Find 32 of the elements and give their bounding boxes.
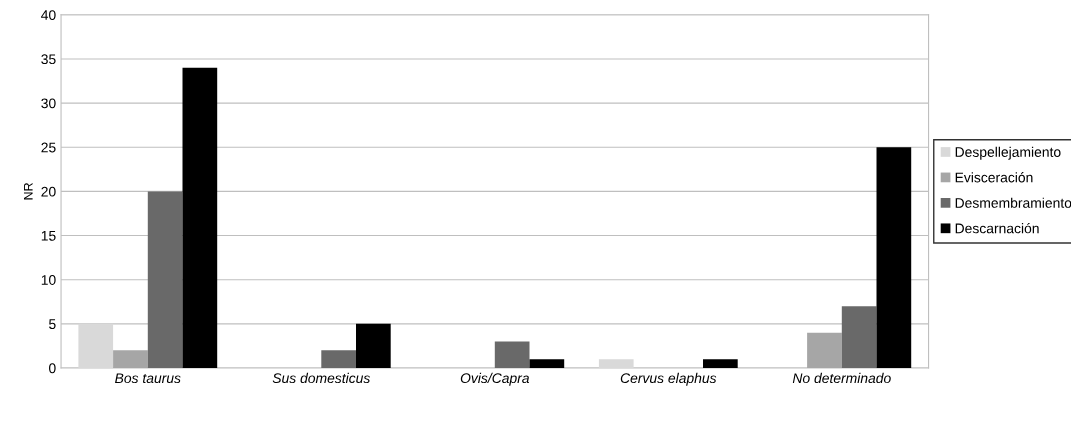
bar [703, 359, 738, 369]
bar [113, 350, 148, 369]
y-tick-label: 20 [41, 186, 56, 197]
bar [356, 323, 391, 369]
x-tick-label: Cervus elaphus [620, 372, 717, 386]
x-tick-label: Bos taurus [115, 373, 181, 384]
y-axis-title: NR [23, 182, 33, 200]
legend-label: Desmembramiento [955, 197, 1071, 208]
bar [494, 341, 530, 369]
legend-label: Despellejamiento [955, 146, 1061, 160]
y-tick-label: 30 [41, 98, 56, 109]
bar [147, 191, 183, 369]
y-tick-label: 0 [49, 363, 56, 374]
x-tick-label: Sus domesticus [272, 372, 371, 384]
bar [78, 323, 114, 369]
y-tick-label: 10 [41, 275, 56, 285]
bar [529, 359, 565, 369]
legend-label: Descarnación [955, 222, 1039, 234]
bar [807, 332, 842, 369]
x-tick-label: Ovis/Capra [460, 372, 530, 386]
legend-label: Evisceración [955, 172, 1033, 183]
bar [321, 350, 356, 369]
y-tick-label: 15 [41, 231, 56, 241]
bar [182, 67, 218, 369]
y-tick-label: 40 [41, 10, 56, 20]
y-tick-label: 25 [41, 142, 56, 153]
y-tick-label: 35 [41, 54, 56, 65]
x-tick-label: No determinado [792, 372, 891, 384]
bar [841, 306, 877, 369]
y-tick-label: 5 [49, 319, 56, 330]
bar [876, 147, 912, 369]
bar [598, 359, 634, 369]
